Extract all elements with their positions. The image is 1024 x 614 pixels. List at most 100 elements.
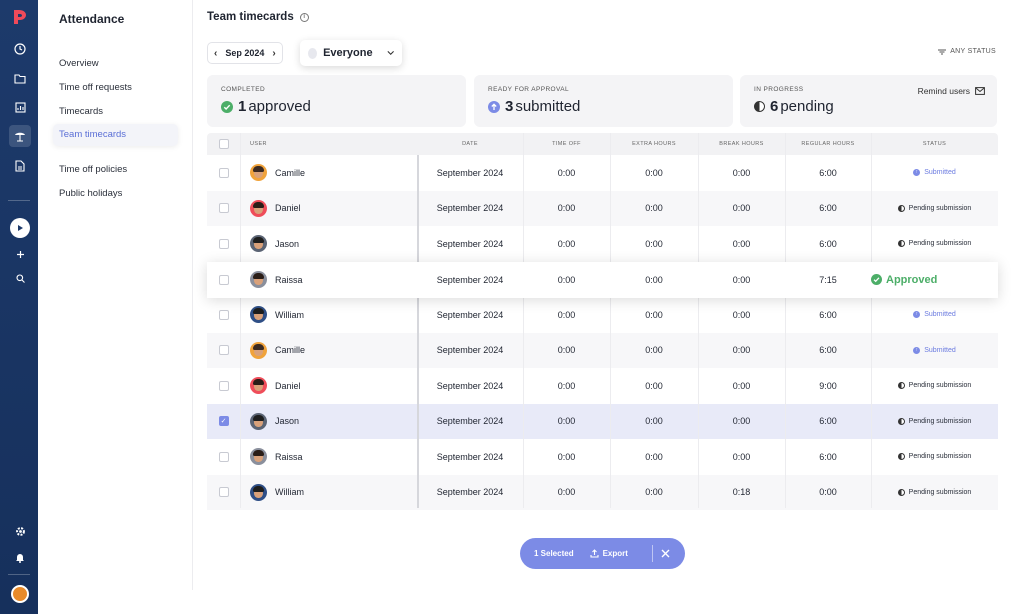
chevron-right-icon[interactable]: ›	[272, 47, 276, 59]
check-circle-icon	[221, 100, 233, 113]
stat-value: 3 submitted	[488, 98, 580, 115]
row-checkbox[interactable]	[218, 167, 229, 178]
row-checkbox[interactable]	[218, 451, 229, 462]
break-hours-cell: 0:00	[732, 274, 751, 285]
status-text: Submitted	[924, 311, 956, 319]
select-all-checkbox[interactable]	[218, 139, 229, 149]
extra-hours-cell: 0:00	[645, 416, 663, 427]
user-cell[interactable]: William	[240, 475, 417, 511]
row-checkbox[interactable]	[218, 487, 229, 498]
row-select-cell	[207, 262, 240, 298]
status-text: Pending submission	[908, 240, 972, 248]
document-icon[interactable]	[11, 157, 29, 175]
user-cell[interactable]: Raissa	[240, 439, 417, 475]
chevron-left-icon[interactable]: ‹	[214, 47, 218, 59]
group-icon	[308, 47, 318, 59]
info-icon[interactable]: i	[299, 12, 309, 22]
status-filter-label: ANY STATUS	[950, 48, 996, 55]
close-icon[interactable]	[661, 549, 670, 558]
row-checkbox[interactable]	[218, 345, 229, 356]
extra-hours-cell: 0:00	[645, 167, 663, 178]
date-cell: September 2024	[436, 167, 504, 178]
avatar-hair	[253, 485, 264, 492]
avatar-hair	[253, 450, 264, 457]
table-row[interactable]: Daniel September 2024 0:00 0:00 0:00 6:0…	[207, 190, 998, 227]
user-cell[interactable]: Jason	[240, 404, 417, 440]
gear-icon[interactable]	[11, 522, 29, 540]
status-cell: Pending submission	[871, 191, 998, 227]
app-logo-icon[interactable]	[11, 8, 29, 26]
regular-hours-cell: 0:00	[819, 487, 837, 498]
avatar-face	[254, 310, 263, 321]
status-filter[interactable]: ANY STATUS	[938, 48, 996, 55]
header-time-off[interactable]: TIME OFF	[552, 141, 581, 147]
user-cell[interactable]: Daniel	[240, 191, 417, 227]
regular-hours-cell: 7:15	[819, 274, 837, 285]
stat-label: IN PROGRESS	[754, 86, 804, 93]
header-date[interactable]: DATE	[462, 141, 478, 147]
user-cell[interactable]: William	[240, 297, 417, 333]
search-icon[interactable]	[11, 269, 29, 287]
arrow-up-circle-icon: ↑	[913, 169, 921, 177]
row-select-cell	[207, 191, 240, 227]
stat-text: submitted	[515, 98, 581, 115]
table-row[interactable]: Daniel September 2024 0:00 0:00 0:00 9:0…	[207, 368, 998, 404]
reports-icon[interactable]	[11, 98, 29, 116]
user-avatar[interactable]	[11, 585, 29, 603]
user-cell[interactable]: Camille	[240, 155, 417, 191]
status-badge: Pending submission	[897, 382, 971, 390]
table-row[interactable]: Raissa September 2024 0:00 0:00 0:00 6:0…	[207, 439, 998, 475]
table-row[interactable]: Camille September 2024 0:00 0:00 0:00 6:…	[207, 155, 998, 191]
extra-hours-cell: 0:00	[645, 309, 663, 320]
status-cell: Pending submission	[871, 404, 998, 440]
nav-item-overview[interactable]: Overview	[59, 58, 99, 69]
table-row[interactable]: Raissa September 2024 0:00 0:00 0:00 7:1…	[207, 261, 998, 298]
row-select-cell	[207, 439, 240, 475]
remind-users-button[interactable]: Remind users	[918, 86, 985, 96]
user-name: William	[275, 309, 304, 320]
table-row[interactable]: Camille September 2024 0:00 0:00 0:00 6:…	[207, 332, 998, 369]
regular-hours-cell: 6:00	[819, 416, 837, 427]
user-cell[interactable]: Camille	[240, 333, 417, 369]
group-filter-dropdown[interactable]: Everyone	[300, 40, 402, 66]
header-status[interactable]: STATUS	[922, 141, 947, 147]
table-row[interactable]: William September 2024 0:00 0:00 0:00 6:…	[207, 297, 998, 333]
bell-icon[interactable]	[11, 548, 29, 566]
break-hours-cell: 0:00	[732, 380, 751, 391]
status-text: Pending submission	[908, 488, 972, 496]
user-cell[interactable]: Jason	[240, 226, 417, 262]
plus-icon[interactable]	[11, 245, 29, 263]
header-extra-hours[interactable]: EXTRA HOURS	[632, 141, 676, 147]
row-checkbox[interactable]	[218, 380, 229, 391]
row-checkbox[interactable]	[218, 274, 229, 285]
half-circle-icon	[897, 204, 905, 212]
nav-item-timecards[interactable]: Timecards	[59, 106, 103, 117]
user-name: Camille	[275, 345, 306, 356]
status-cell: Pending submission	[871, 475, 998, 511]
row-checkbox[interactable]	[218, 203, 229, 214]
table-row[interactable]: William September 2024 0:00 0:00 0:18 0:…	[207, 474, 998, 511]
user-name: Jason	[275, 416, 300, 427]
extra-hours-cell: 0:00	[645, 345, 663, 356]
extra-hours-cell: 0:00	[645, 238, 663, 249]
beach-umbrella-icon[interactable]	[9, 125, 31, 147]
header-user[interactable]: USER	[250, 141, 267, 147]
folder-icon[interactable]	[11, 69, 29, 87]
export-button[interactable]: Export	[590, 549, 628, 558]
nav-item-team-timecards[interactable]: Team timecards	[53, 124, 178, 146]
nav-item-public-holidays[interactable]: Public holidays	[59, 188, 123, 199]
header-regular-hours[interactable]: REGULAR HOURS	[801, 141, 855, 147]
table-row[interactable]: Jason September 2024 0:00 0:00 0:00 6:00…	[207, 226, 998, 262]
play-icon[interactable]	[10, 218, 30, 238]
row-checkbox[interactable]: ✓	[218, 416, 229, 427]
row-checkbox[interactable]	[218, 309, 229, 320]
row-checkbox[interactable]	[218, 238, 229, 249]
clock-icon[interactable]	[11, 40, 29, 58]
table-row[interactable]: ✓ Jason September 2024 0:00 0:00 0:00 6:…	[207, 403, 998, 440]
avatar-face	[254, 203, 263, 214]
header-break-hours[interactable]: BREAK HOURS	[719, 141, 764, 147]
nav-item-time-off-policies[interactable]: Time off policies	[59, 164, 128, 175]
user-cell[interactable]: Daniel	[240, 368, 417, 404]
nav-item-time-off-requests[interactable]: Time off requests	[59, 82, 132, 93]
user-cell[interactable]: Raissa	[240, 262, 417, 298]
